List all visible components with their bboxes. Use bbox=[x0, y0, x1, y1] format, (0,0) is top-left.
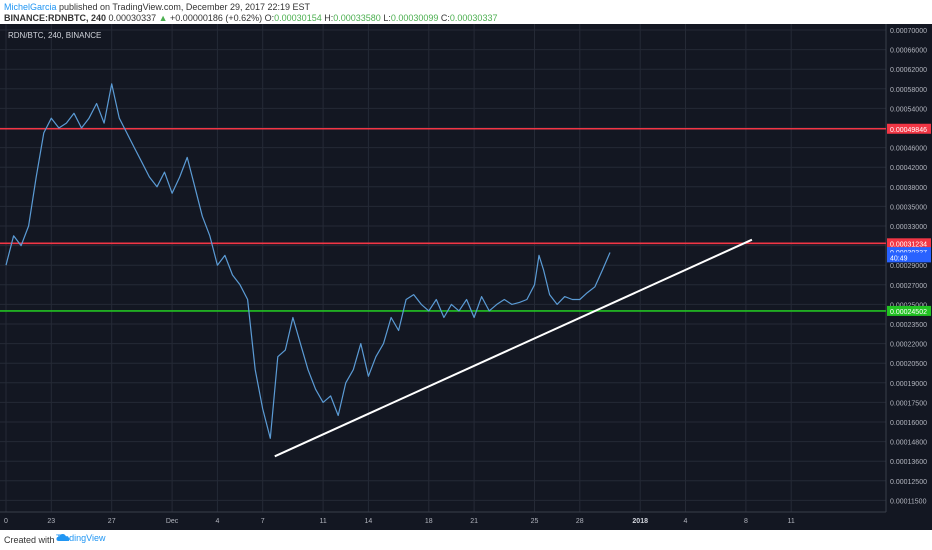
y-tick-label: 0.00062000 bbox=[890, 67, 927, 74]
price-tag-bg bbox=[887, 305, 931, 316]
x-tick-label: 0 bbox=[4, 518, 8, 525]
close-label: C: bbox=[440, 13, 450, 23]
y-tick-label: 0.00013600 bbox=[890, 459, 927, 466]
x-tick-label: 2018 bbox=[632, 518, 648, 525]
author-link[interactable]: MichelGarcia bbox=[4, 2, 57, 12]
y-tick-label: 0.00025000 bbox=[890, 302, 927, 309]
price-tag-bg bbox=[887, 123, 931, 134]
x-tick-label: Dec bbox=[166, 518, 179, 525]
trend-line bbox=[274, 238, 753, 458]
x-tick-label: 4 bbox=[215, 518, 219, 525]
footer-bar: Created with TradingView bbox=[0, 530, 932, 550]
high-value: 0.00033580 bbox=[333, 13, 381, 23]
y-tick-label: 0.00020500 bbox=[890, 361, 927, 368]
y-tick-label: 0.00017500 bbox=[890, 400, 927, 407]
chart-area[interactable]: RDN/BTC, 240, BINANCE 0.00070000 0.000660… bbox=[0, 24, 932, 530]
price-tag-bg bbox=[887, 247, 931, 258]
up-arrow-icon: ▲ bbox=[158, 13, 168, 23]
open-label: O: bbox=[264, 13, 275, 23]
price-series-line bbox=[5, 83, 611, 439]
y-tick-label: 0.00070000 bbox=[890, 28, 927, 35]
symbol-line: BINANCE:RDNBTC, 240 0.00030337 ▲ +0.0000… bbox=[4, 13, 497, 23]
close-value: 0.00030337 bbox=[449, 13, 498, 23]
price-tag-bg bbox=[887, 238, 931, 249]
x-tick-label: 27 bbox=[108, 518, 116, 525]
tradingview-text[interactable]: TradingView bbox=[56, 533, 106, 543]
price-tag-label: 0.00049846 bbox=[890, 127, 927, 134]
last-price: 0.00030337 bbox=[108, 13, 157, 23]
price-tag: 40:49 bbox=[887, 252, 931, 263]
published-text: published on TradingView.com, December 2… bbox=[56, 2, 311, 12]
y-tick-label: 0.00023500 bbox=[890, 322, 927, 329]
x-tick-label: 21 bbox=[470, 518, 478, 525]
y-tick-label: 0.00027000 bbox=[890, 283, 927, 290]
y-tick-label: 0.00012500 bbox=[890, 479, 927, 486]
cloud-icon bbox=[56, 534, 70, 541]
price-tag-label: 0.00024502 bbox=[890, 309, 927, 316]
symbol-label: BINANCE:RDNBTC, 240 bbox=[4, 13, 107, 23]
y-tick-label: 0.00022000 bbox=[890, 342, 927, 349]
grid-lines bbox=[0, 24, 886, 512]
x-tick-label: 28 bbox=[576, 518, 584, 525]
x-tick-label: 11 bbox=[788, 518, 795, 525]
y-tick-label: 0.00014800 bbox=[890, 440, 927, 447]
price-tag-label: 40:49 bbox=[890, 255, 908, 262]
price-tag: 0.00024502 bbox=[887, 305, 931, 316]
price-chart[interactable]: RDN/BTC, 240, BINANCE 0.00070000 0.000660… bbox=[0, 24, 932, 530]
y-tick-label: 0.00035000 bbox=[890, 204, 927, 211]
x-tick-label: 8 bbox=[744, 518, 748, 525]
x-tick-label: 18 bbox=[425, 518, 433, 525]
y-tick-label: 0.00016000 bbox=[890, 420, 927, 427]
price-tag-bg bbox=[887, 252, 931, 263]
chart-legend: RDN/BTC, 240, BINANCE bbox=[8, 31, 101, 40]
y-tick-label: 0.00019000 bbox=[890, 381, 927, 388]
x-tick-label: 23 bbox=[47, 518, 55, 525]
y-tick-label: 0.00054000 bbox=[890, 106, 927, 113]
y-tick-label: 0.00058000 bbox=[890, 87, 927, 94]
price-change: +0.00000186 (+0.62%) bbox=[170, 13, 263, 23]
price-tag: 0.00049846 bbox=[887, 123, 931, 134]
x-tick-label: 4 bbox=[684, 518, 688, 525]
high-label: H: bbox=[324, 13, 334, 23]
publish-line: MichelGarcia published on TradingView.co… bbox=[4, 2, 310, 12]
y-tick-label: 0.00042000 bbox=[890, 165, 927, 172]
tradingview-brand[interactable]: TradingView bbox=[56, 533, 106, 543]
y-tick-label: 0.00033000 bbox=[890, 224, 927, 231]
x-tick-label: 7 bbox=[261, 518, 265, 525]
price-tag: 0.00031234 bbox=[887, 238, 931, 249]
low-label: L: bbox=[383, 13, 391, 23]
y-tick-label: 0.00011500 bbox=[890, 498, 927, 505]
y-tick-label: 0.00046000 bbox=[890, 146, 927, 153]
y-tick-label: 0.00038000 bbox=[890, 185, 927, 192]
y-tick-label: 0.00029000 bbox=[890, 263, 927, 270]
low-value: 0.00030099 bbox=[390, 13, 439, 23]
price-tag-label: 0.00031234 bbox=[890, 241, 927, 248]
x-tick-label: 11 bbox=[319, 518, 326, 525]
open-value: 0.00030154 bbox=[274, 13, 322, 23]
x-tick-label: 25 bbox=[531, 518, 539, 525]
created-with-label: Created with bbox=[4, 535, 55, 545]
x-tick-label: 14 bbox=[365, 518, 373, 525]
y-tick-label: 0.00066000 bbox=[890, 48, 927, 55]
header-bar: MichelGarcia published on TradingView.co… bbox=[0, 0, 932, 24]
